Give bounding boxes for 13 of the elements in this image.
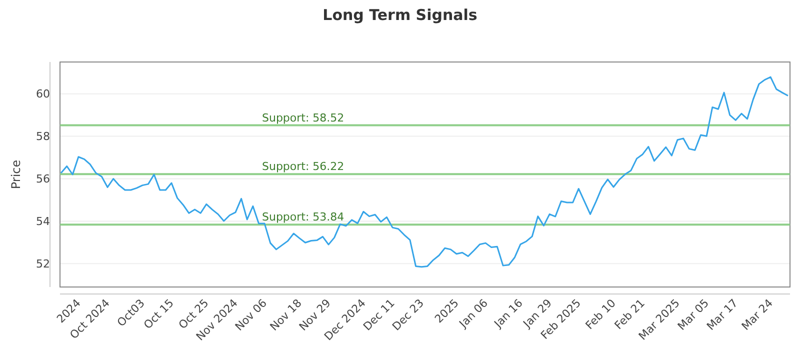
y-axis-title: Price bbox=[9, 160, 23, 190]
y-tick-label: 56 bbox=[36, 172, 50, 186]
y-tick-label: 60 bbox=[36, 88, 50, 101]
x-tick-label: Jan 06 bbox=[456, 296, 490, 331]
y-tick-label: 52 bbox=[36, 258, 50, 270]
y-tick-label: 58 bbox=[36, 130, 50, 144]
ref-line-label: Support: 53.84 bbox=[262, 210, 344, 224]
x-tick-label: Mar 24 bbox=[739, 296, 776, 333]
y-tick-label: 54 bbox=[36, 215, 50, 228]
line-series bbox=[60, 76, 789, 268]
ref-line-label: Support: 58.52 bbox=[262, 111, 344, 124]
ref-line-label: Support: 56.22 bbox=[262, 160, 344, 174]
chart-title: Long Term Signals bbox=[322, 6, 478, 24]
